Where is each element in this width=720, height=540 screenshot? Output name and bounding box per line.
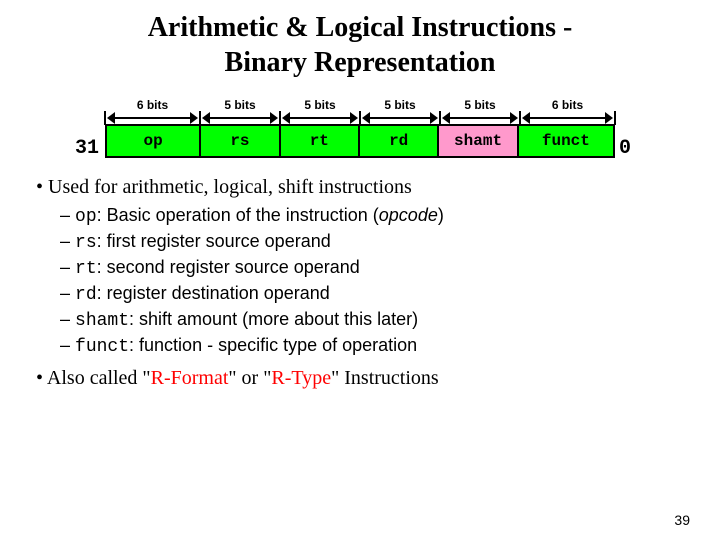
bits-label-cell: 6 bits	[105, 98, 200, 124]
tick-mark	[279, 111, 281, 125]
sub-item-op: op: Basic operation of the instruction (…	[60, 205, 690, 227]
field-rd: rd	[360, 126, 439, 156]
sub-bullet-list: op: Basic operation of the instruction (…	[60, 205, 690, 357]
sub-item-text: : Basic operation of the instruction (	[97, 205, 379, 225]
tick-mark	[439, 111, 441, 125]
bits-label-cell: 5 bits	[200, 98, 280, 124]
sub-item-rs: rs: first register source operand	[60, 231, 690, 253]
page-number: 39	[674, 512, 690, 528]
sub-item-rd: rd: register destination operand	[60, 283, 690, 305]
page-title: Arithmetic & Logical Instructions - Bina…	[30, 10, 690, 80]
fields-row-wrap: 31 oprsrtrdshamtfunct 0	[105, 124, 615, 158]
sub-item-key: shamt	[75, 311, 129, 331]
sub-item-tail: )	[438, 205, 444, 225]
tick-mark	[519, 111, 521, 125]
main-bullet-list: Used for arithmetic, logical, shift inst…	[36, 176, 690, 390]
double-arrow	[360, 112, 440, 124]
double-arrow	[520, 112, 615, 124]
bits-label: 6 bits	[105, 98, 200, 112]
tick-mark	[614, 111, 616, 125]
sub-item-text: : shift amount (more about this later)	[129, 309, 418, 329]
bullet-2: Also called "R-Format" or "R-Type" Instr…	[36, 367, 690, 390]
field-op: op	[107, 126, 201, 156]
bits-label: 5 bits	[360, 98, 440, 112]
sub-item-text: : first register source operand	[97, 231, 331, 251]
sub-item-funct: funct: function - specific type of opera…	[60, 335, 690, 357]
sub-item-key: rd	[75, 285, 97, 305]
sub-item-ital: opcode	[379, 205, 438, 225]
field-rs: rs	[201, 126, 280, 156]
sub-item-text: : register destination operand	[97, 283, 330, 303]
instruction-format-diagram: 6 bits5 bits5 bits5 bits5 bits6 bits 31 …	[105, 98, 615, 158]
sub-item-rt: rt: second register source operand	[60, 257, 690, 279]
bullet-2-r1: R-Format	[151, 367, 229, 389]
bullet-1-text: Used for arithmetic, logical, shift inst…	[48, 176, 412, 198]
field-shamt: shamt	[439, 126, 518, 156]
bit-index-right: 0	[619, 137, 631, 160]
tick-mark	[359, 111, 361, 125]
sub-item-text: : function - specific type of operation	[129, 335, 417, 355]
bits-label-cell: 5 bits	[280, 98, 360, 124]
tick-mark	[104, 111, 106, 125]
bits-label: 5 bits	[280, 98, 360, 112]
bits-label: 5 bits	[440, 98, 520, 112]
bullet-2-post: " Instructions	[331, 367, 439, 389]
sub-item-shamt: shamt: shift amount (more about this lat…	[60, 309, 690, 331]
title-line-2: Binary Representation	[225, 47, 496, 78]
sub-item-key: rs	[75, 233, 97, 253]
bullet-2-mid: " or "	[228, 367, 271, 389]
field-funct: funct	[519, 126, 613, 156]
double-arrow	[280, 112, 360, 124]
title-line-1: Arithmetic & Logical Instructions -	[148, 12, 573, 43]
bit-index-left: 31	[75, 137, 99, 160]
bullet-1: Used for arithmetic, logical, shift inst…	[36, 176, 690, 357]
bits-width-row: 6 bits5 bits5 bits5 bits5 bits6 bits	[105, 98, 615, 124]
bits-label: 6 bits	[520, 98, 615, 112]
double-arrow	[440, 112, 520, 124]
bits-label-cell: 6 bits	[520, 98, 615, 124]
bits-label: 5 bits	[200, 98, 280, 112]
sub-item-key: rt	[75, 259, 97, 279]
double-arrow	[200, 112, 280, 124]
sub-item-text: : second register source operand	[97, 257, 360, 277]
fields-row: oprsrtrdshamtfunct	[105, 124, 615, 158]
double-arrow	[105, 112, 200, 124]
tick-mark	[199, 111, 201, 125]
sub-item-key: funct	[75, 337, 129, 357]
bullet-2-r2: R-Type	[271, 367, 331, 389]
bits-label-cell: 5 bits	[440, 98, 520, 124]
field-rt: rt	[281, 126, 360, 156]
bits-label-cell: 5 bits	[360, 98, 440, 124]
bullet-2-pre: Also called "	[47, 367, 151, 389]
sub-item-key: op	[75, 207, 97, 227]
